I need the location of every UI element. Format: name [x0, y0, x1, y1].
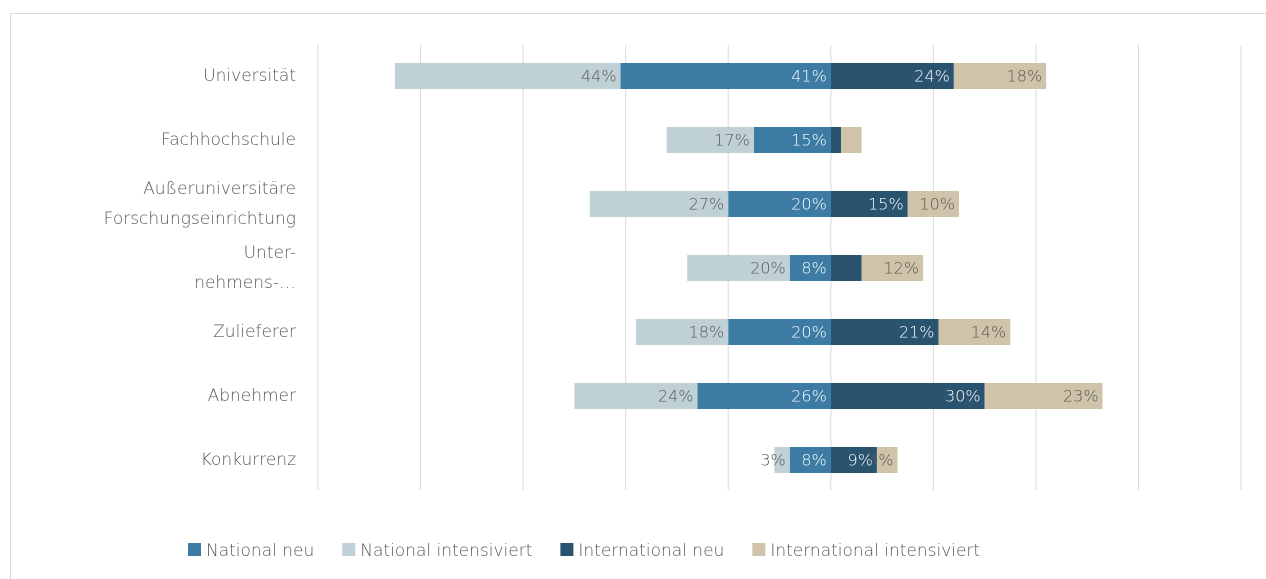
data-label: 26% — [791, 387, 827, 406]
y-tick-label: Universität — [203, 66, 296, 86]
bar-segment — [728, 319, 831, 345]
data-label: 24% — [914, 67, 950, 86]
data-label: 18% — [689, 323, 725, 342]
bar-segment — [666, 127, 754, 153]
bar-segment — [876, 447, 898, 473]
bar-segment — [841, 127, 862, 153]
bar-segment — [687, 255, 790, 281]
data-label: 12% — [884, 259, 920, 278]
data-label: 10% — [919, 195, 955, 214]
bar-segment — [394, 63, 621, 89]
data-label: 24% — [658, 387, 694, 406]
y-tick-label: Forschungseinrichtung — [104, 209, 296, 229]
data-label: 21% — [899, 323, 935, 342]
y-tick-label: Abnehmer — [208, 386, 296, 406]
bar-segment — [953, 63, 1047, 89]
bar-segment — [574, 383, 698, 409]
data-label: 3% — [760, 451, 785, 470]
bar-segment — [589, 191, 729, 217]
bar-segment — [830, 127, 842, 153]
data-label: 20% — [750, 259, 786, 278]
bar-segment — [728, 191, 831, 217]
data-label: 30% — [945, 387, 981, 406]
bar-segment — [789, 255, 831, 281]
bar-segment — [830, 447, 877, 473]
data-label: 9% — [848, 451, 873, 470]
bar-segment — [830, 255, 862, 281]
y-tick-label: Zulieferer — [213, 322, 296, 342]
data-label: 8% — [801, 451, 826, 470]
y-tick-label: Unter- — [244, 243, 296, 263]
bar-segment — [830, 191, 908, 217]
legend-label: International intensiviert — [770, 541, 980, 561]
bar-segment — [620, 63, 831, 89]
data-label: 4% — [868, 451, 893, 470]
data-label: 23% — [1063, 387, 1099, 406]
bar-segment — [830, 319, 939, 345]
bar-segment — [938, 319, 1011, 345]
data-label: 41% — [791, 67, 827, 86]
data-label: 8% — [801, 259, 826, 278]
bar-segment — [635, 319, 729, 345]
bar-segment — [753, 127, 831, 153]
legend-label: National neu — [206, 541, 314, 561]
data-label: 14% — [971, 323, 1007, 342]
data-label: 20% — [791, 195, 827, 214]
data-label: 15% — [868, 195, 904, 214]
bar-segment — [830, 383, 985, 409]
y-tick-label: Fachhochschule — [161, 130, 296, 150]
bar-segment — [830, 63, 954, 89]
bar-segment — [861, 255, 924, 281]
data-label: 44% — [581, 67, 617, 86]
data-label: 18% — [1007, 67, 1043, 86]
data-label: 27% — [689, 195, 725, 214]
bar-segment — [907, 191, 959, 217]
bar-segment — [789, 447, 831, 473]
data-label: 20% — [791, 323, 827, 342]
legend-label: International neu — [578, 541, 724, 561]
legend-label: National intensiviert — [360, 541, 532, 561]
chart-frame — [10, 13, 1266, 579]
y-tick-label: Außeruniversitäre — [143, 179, 296, 199]
legend-swatch — [188, 543, 201, 556]
y-tick-label: nehmens-… — [194, 273, 296, 293]
data-label: 17% — [714, 131, 750, 150]
bar-segment — [697, 383, 831, 409]
bar-segment — [984, 383, 1103, 409]
legend-swatch — [560, 543, 574, 556]
legend-swatch — [342, 543, 356, 556]
y-tick-label: Konkurrenz — [201, 450, 296, 470]
data-label: 15% — [791, 131, 827, 150]
bar-segment — [774, 447, 790, 473]
legend-swatch — [752, 543, 766, 556]
